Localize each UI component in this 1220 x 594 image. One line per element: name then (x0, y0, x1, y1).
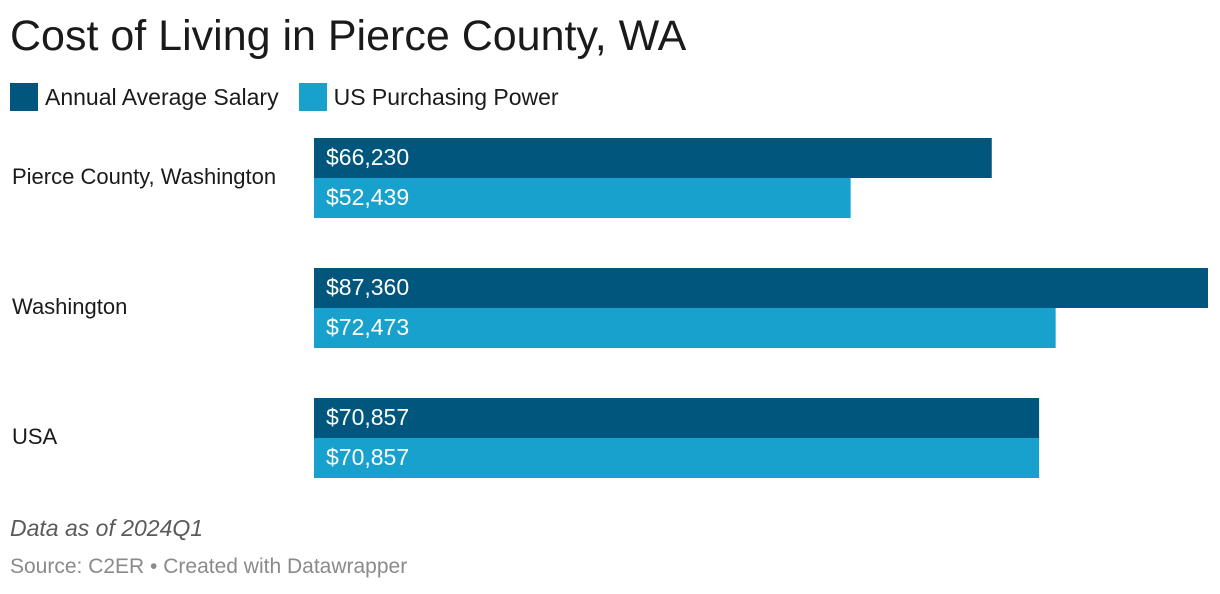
legend-swatch-purchasing-power (298, 83, 327, 111)
chart-notes: Data as of 2024Q1 (10, 515, 204, 541)
legend-item-salary: Annual Average Salary (10, 83, 279, 111)
chart-legend: Annual Average Salary US Purchasing Powe… (10, 82, 579, 112)
bar-us-purchasing-power-usa (314, 438, 1040, 478)
legend-item-purchasing-power: US Purchasing Power (298, 83, 559, 111)
value-label-us-purchasing-power-pierce-county-washington: $52,439 (326, 184, 409, 210)
value-label-annual-average-salary-washington: $87,360 (326, 274, 409, 300)
bar-annual-average-salary-pierce-county-washington (314, 138, 992, 178)
category-label-usa: USA (12, 424, 58, 449)
chart-title: Cost of Living in Pierce County, WA (10, 12, 687, 60)
chart-source: Source: C2ER • Created with Datawrapper (10, 555, 408, 578)
bar-us-purchasing-power-washington (314, 308, 1056, 348)
value-label-annual-average-salary-usa: $70,857 (326, 404, 409, 430)
value-label-us-purchasing-power-washington: $72,473 (326, 314, 409, 340)
value-label-us-purchasing-power-usa: $70,857 (326, 444, 409, 470)
legend-label-purchasing-power: US Purchasing Power (333, 83, 559, 110)
category-label-pierce-county-washington: Pierce County, Washington (12, 164, 276, 189)
bar-annual-average-salary-washington (314, 268, 1208, 308)
value-label-annual-average-salary-pierce-county-washington: $66,230 (326, 144, 409, 170)
legend-label-salary: Annual Average Salary (45, 83, 279, 110)
bar-us-purchasing-power-pierce-county-washington (314, 178, 851, 218)
legend-swatch-salary (10, 83, 38, 111)
category-label-washington: Washington (12, 294, 127, 319)
bar-annual-average-salary-usa (314, 398, 1040, 438)
